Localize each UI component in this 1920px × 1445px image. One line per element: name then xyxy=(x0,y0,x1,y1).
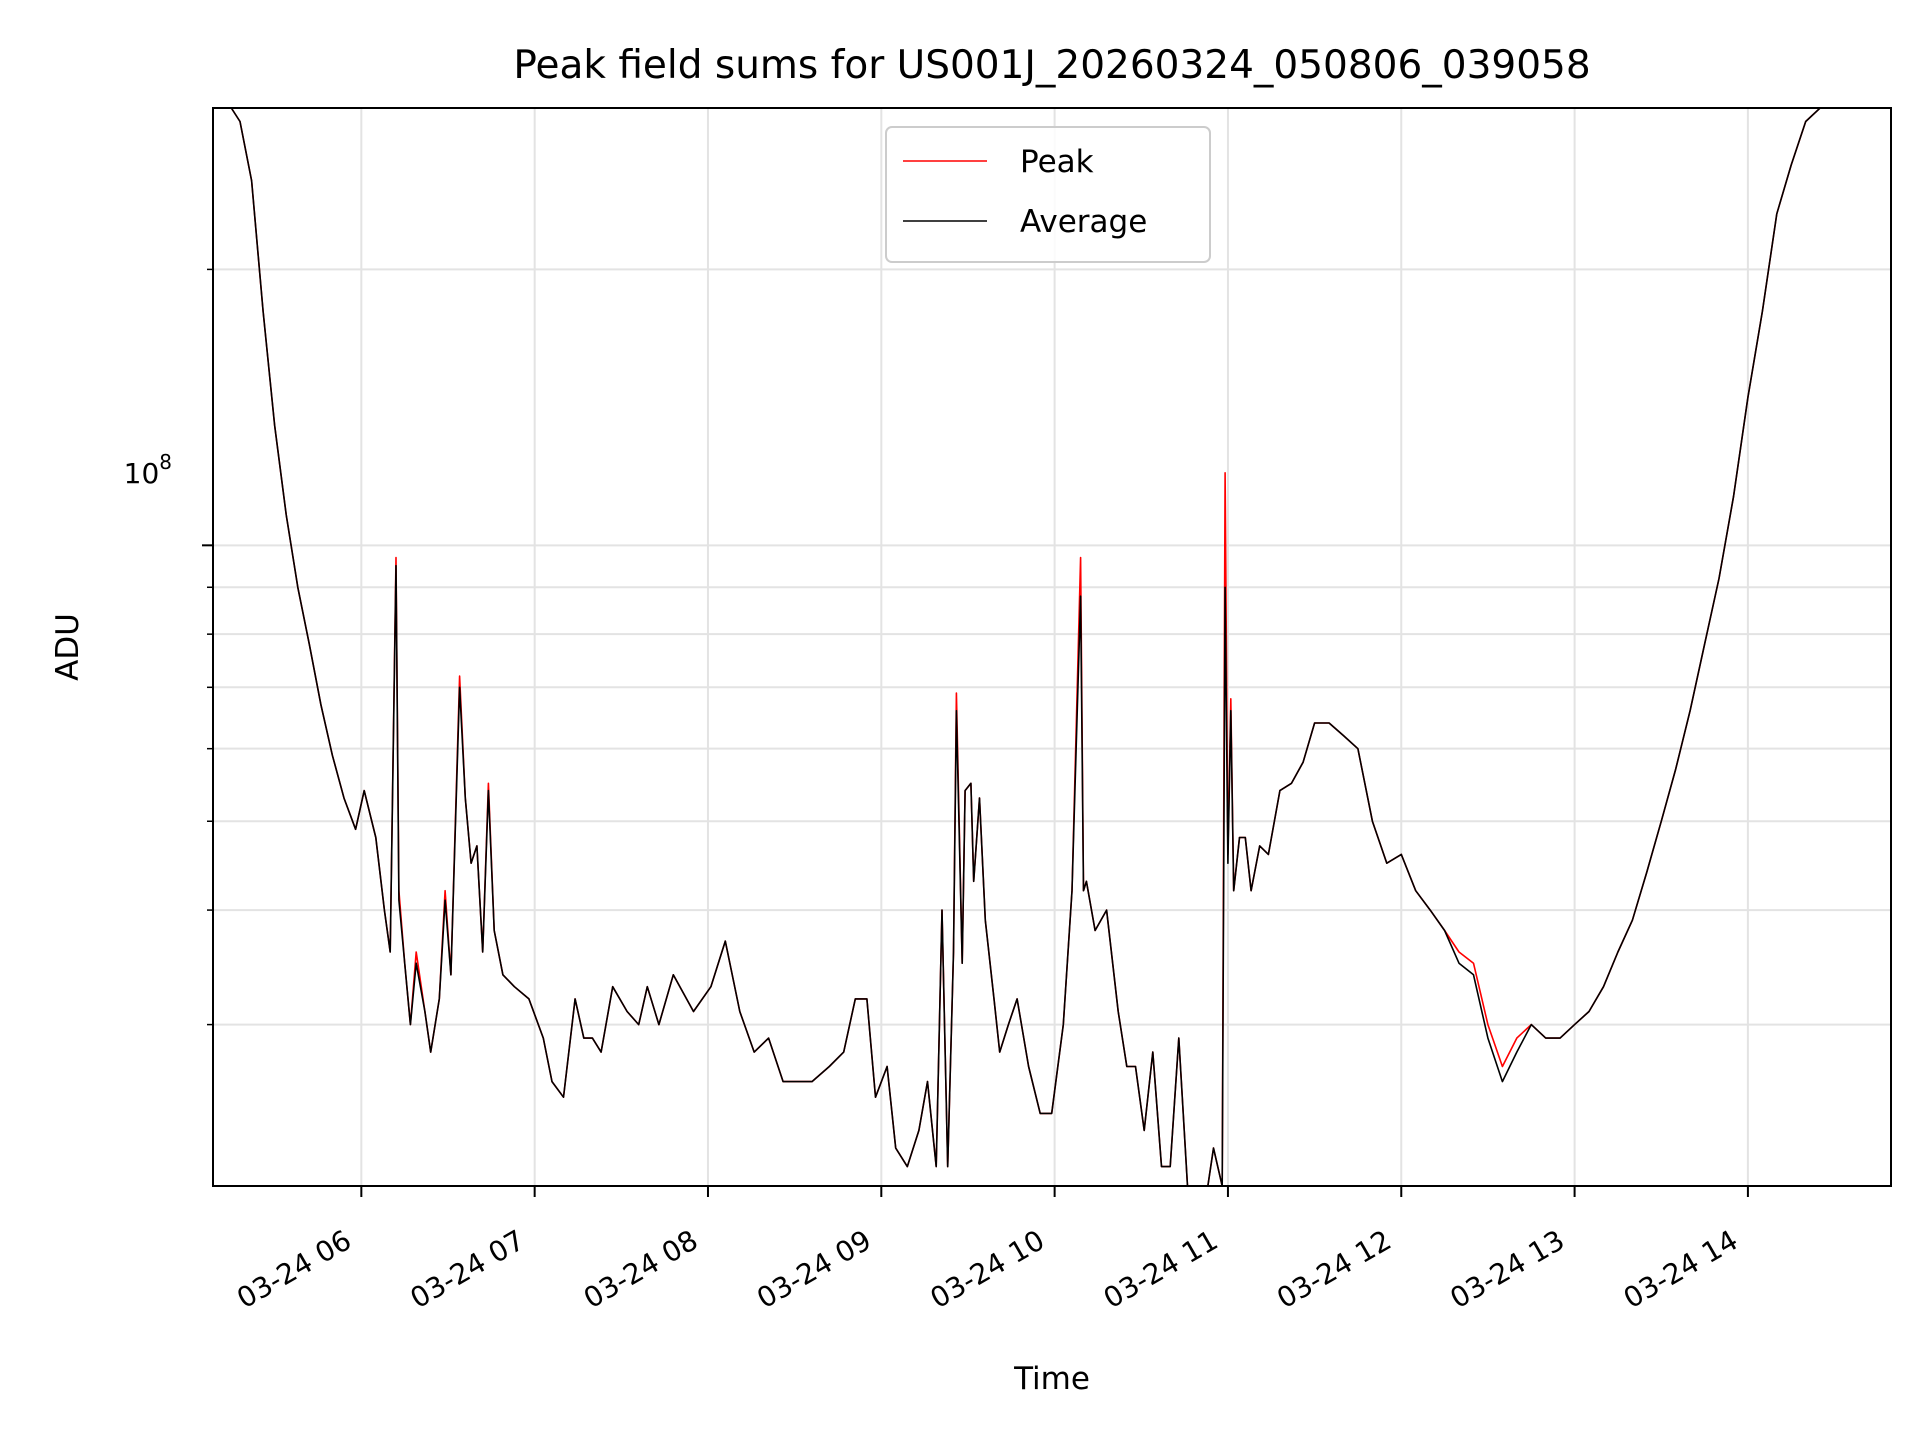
grid xyxy=(213,108,1891,1186)
y-axis-label: ADU xyxy=(50,613,86,681)
x-axis-label: Time xyxy=(1013,1361,1090,1397)
y-tick-base: 10 xyxy=(124,457,160,490)
y-tick-exponent: 8 xyxy=(159,450,172,474)
legend-label-peak: Peak xyxy=(1020,144,1094,180)
y-tick-label-1e8: 108 xyxy=(124,450,172,490)
legend: Peak Average xyxy=(885,126,1211,263)
plot-frame xyxy=(212,107,1892,1187)
y-axis-ticks: 108 xyxy=(124,268,213,1026)
chart-title: Peak field sums for US001J_20260324_0508… xyxy=(513,43,1590,88)
plot-lines xyxy=(213,108,1835,1186)
legend-label-average: Average xyxy=(1020,204,1147,240)
series-line-average xyxy=(213,108,1835,1186)
